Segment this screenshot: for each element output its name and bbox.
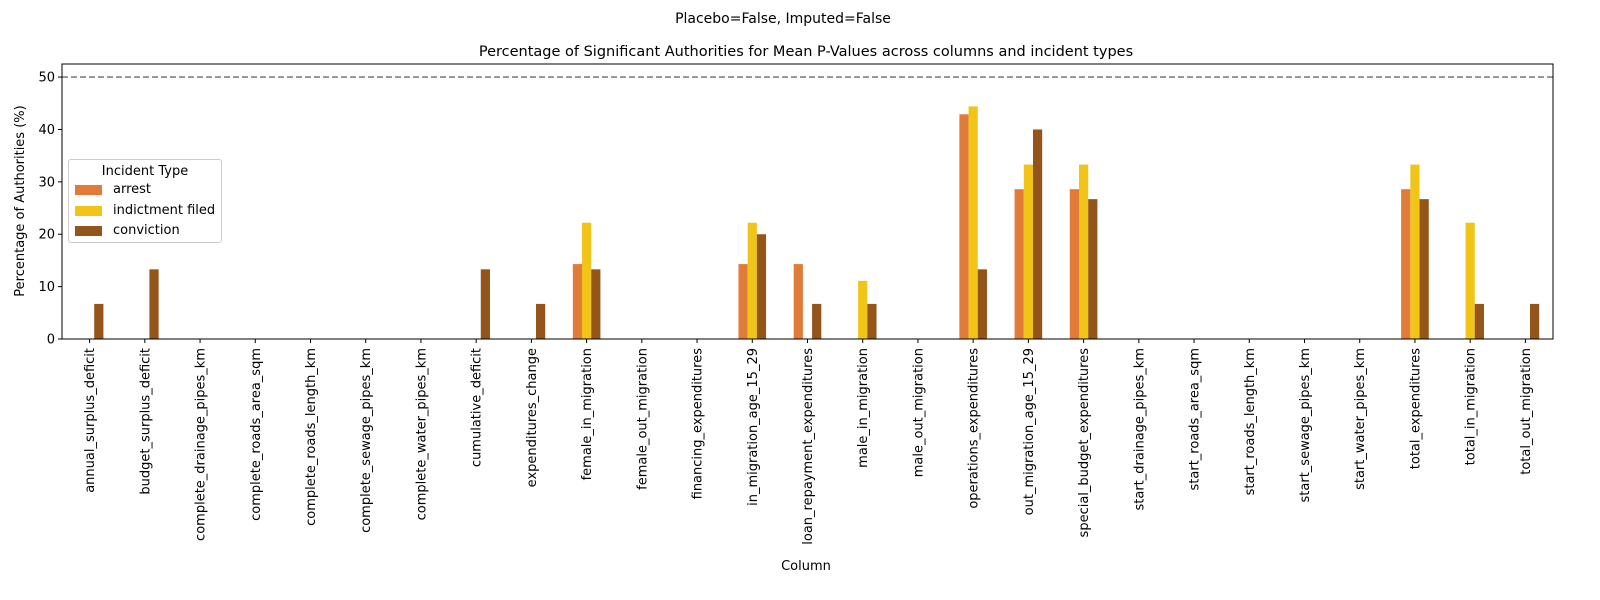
bar-arrest-special_budget_expenditures	[1069, 189, 1080, 339]
bar-conviction-total_in_migration	[1474, 303, 1484, 339]
x-tick-label: start_roads_area_sqm	[1188, 348, 1203, 490]
bar-group	[94, 106, 1540, 340]
y-tick-label: 40	[38, 123, 55, 138]
bar-conviction-total_expenditures	[1419, 199, 1429, 339]
legend-label: indictment filed	[113, 202, 216, 218]
x-tick-label: complete_sewage_pipes_km	[359, 348, 374, 533]
x-tick-label: complete_water_pipes_km	[414, 348, 429, 520]
bar-conviction-total_out_migration	[1529, 303, 1540, 339]
y-tick-label: 0	[47, 333, 55, 348]
y-tick-label: 30	[38, 175, 55, 190]
x-tick-label: female_out_migration	[635, 348, 650, 490]
bar-arrest-operations_expenditures	[959, 114, 969, 340]
bar-arrest-loan_repayment_expenditures	[793, 264, 803, 339]
x-tick-label: male_in_migration	[856, 348, 871, 468]
bar-arrest-female_in_migration	[572, 264, 583, 339]
x-tick-label: expenditures_change	[525, 348, 540, 487]
bar-indictment-filed-female_in_migration	[582, 222, 592, 339]
x-tick-label: complete_roads_area_sqm	[249, 348, 264, 521]
bar-conviction-annual_surplus_deficit	[94, 303, 104, 339]
x-tick-label: financing_expenditures	[691, 348, 706, 500]
x-tick-label: total_expenditures	[1408, 348, 1423, 469]
chart-suptitle: Placebo=False, Imputed=False	[675, 11, 891, 27]
x-tick-label: annual_surplus_deficit	[83, 348, 98, 493]
bar-conviction-male_in_migration	[867, 303, 877, 339]
bar-conviction-in_migration_age_15_29	[756, 234, 767, 339]
x-tick-label: start_water_pipes_km	[1353, 348, 1368, 490]
x-axis: annual_surplus_deficit budget_surplus_def…	[83, 339, 1534, 545]
y-tick-label: 20	[38, 228, 55, 243]
bar-conviction-special_budget_expenditures	[1088, 199, 1098, 339]
x-axis-label: Column	[781, 559, 831, 574]
x-tick-label: budget_surplus_deficit	[138, 348, 153, 495]
x-tick-label: start_roads_length_km	[1243, 348, 1258, 495]
bar-indictment-filed-total_expenditures	[1410, 164, 1420, 339]
x-tick-label: start_sewage_pipes_km	[1298, 348, 1313, 502]
legend-label: conviction	[113, 223, 180, 238]
plot-area-frame	[61, 63, 1554, 340]
legend-title: Incident Type	[101, 164, 189, 179]
x-tick-label: in_migration_age_15_29	[746, 348, 761, 506]
legend: Incident Type arrest indictment filed conv…	[68, 159, 222, 243]
x-tick-label: special_budget_expenditures	[1077, 348, 1092, 538]
bar-indictment-filed-special_budget_expenditures	[1079, 164, 1089, 339]
bar-conviction-loan_repayment_expenditures	[812, 303, 822, 339]
x-tick-label: out_migration_age_15_29	[1022, 348, 1037, 515]
legend-label: arrest	[113, 182, 152, 197]
y-axis: 0 10 20 30 40 50	[38, 71, 62, 348]
legend-swatch	[75, 185, 102, 195]
x-tick-label: complete_roads_length_km	[304, 348, 319, 526]
x-tick-label: total_out_migration	[1519, 348, 1534, 475]
x-tick-label: operations_expenditures	[967, 348, 982, 509]
x-tick-label: cumulative_deficit	[470, 348, 485, 467]
x-tick-label: female_in_migration	[580, 348, 595, 480]
y-tick-label: 50	[38, 71, 55, 86]
bar-indictment-filed-operations_expenditures	[968, 106, 978, 339]
y-tick-label: 10	[38, 280, 55, 295]
bar-indictment-filed-in_migration_age_15_29	[747, 222, 757, 339]
bar-arrest-in_migration_age_15_29	[738, 264, 748, 339]
x-tick-label: loan_repayment_expenditures	[801, 348, 816, 545]
bar-indictment-filed-total_in_migration	[1465, 222, 1475, 339]
x-tick-label: total_in_migration	[1464, 348, 1479, 465]
bar-arrest-total_expenditures	[1401, 189, 1411, 339]
x-tick-label: complete_drainage_pipes_km	[194, 348, 209, 541]
chart-title: Percentage of Significant Authorities fo…	[479, 44, 1133, 60]
bar-arrest-out_migration_age_15_29	[1014, 189, 1024, 339]
bar-indictment-filed-male_in_migration	[858, 280, 868, 339]
bar-conviction-expenditures_change	[535, 303, 546, 339]
bar-conviction-female_in_migration	[591, 269, 601, 339]
bar-conviction-out_migration_age_15_29	[1032, 129, 1043, 339]
legend-swatch	[75, 226, 102, 236]
bar-conviction-budget_surplus_deficit	[149, 269, 159, 339]
bar-conviction-operations_expenditures	[977, 269, 987, 339]
bar-indictment-filed-out_migration_age_15_29	[1023, 164, 1033, 339]
x-tick-label: start_drainage_pipes_km	[1132, 348, 1147, 511]
y-axis-label: Percentage of Authorities (%)	[13, 105, 28, 296]
legend-swatch	[75, 205, 102, 216]
x-tick-label: male_out_migration	[911, 348, 926, 477]
bar-conviction-cumulative_deficit	[480, 269, 490, 339]
